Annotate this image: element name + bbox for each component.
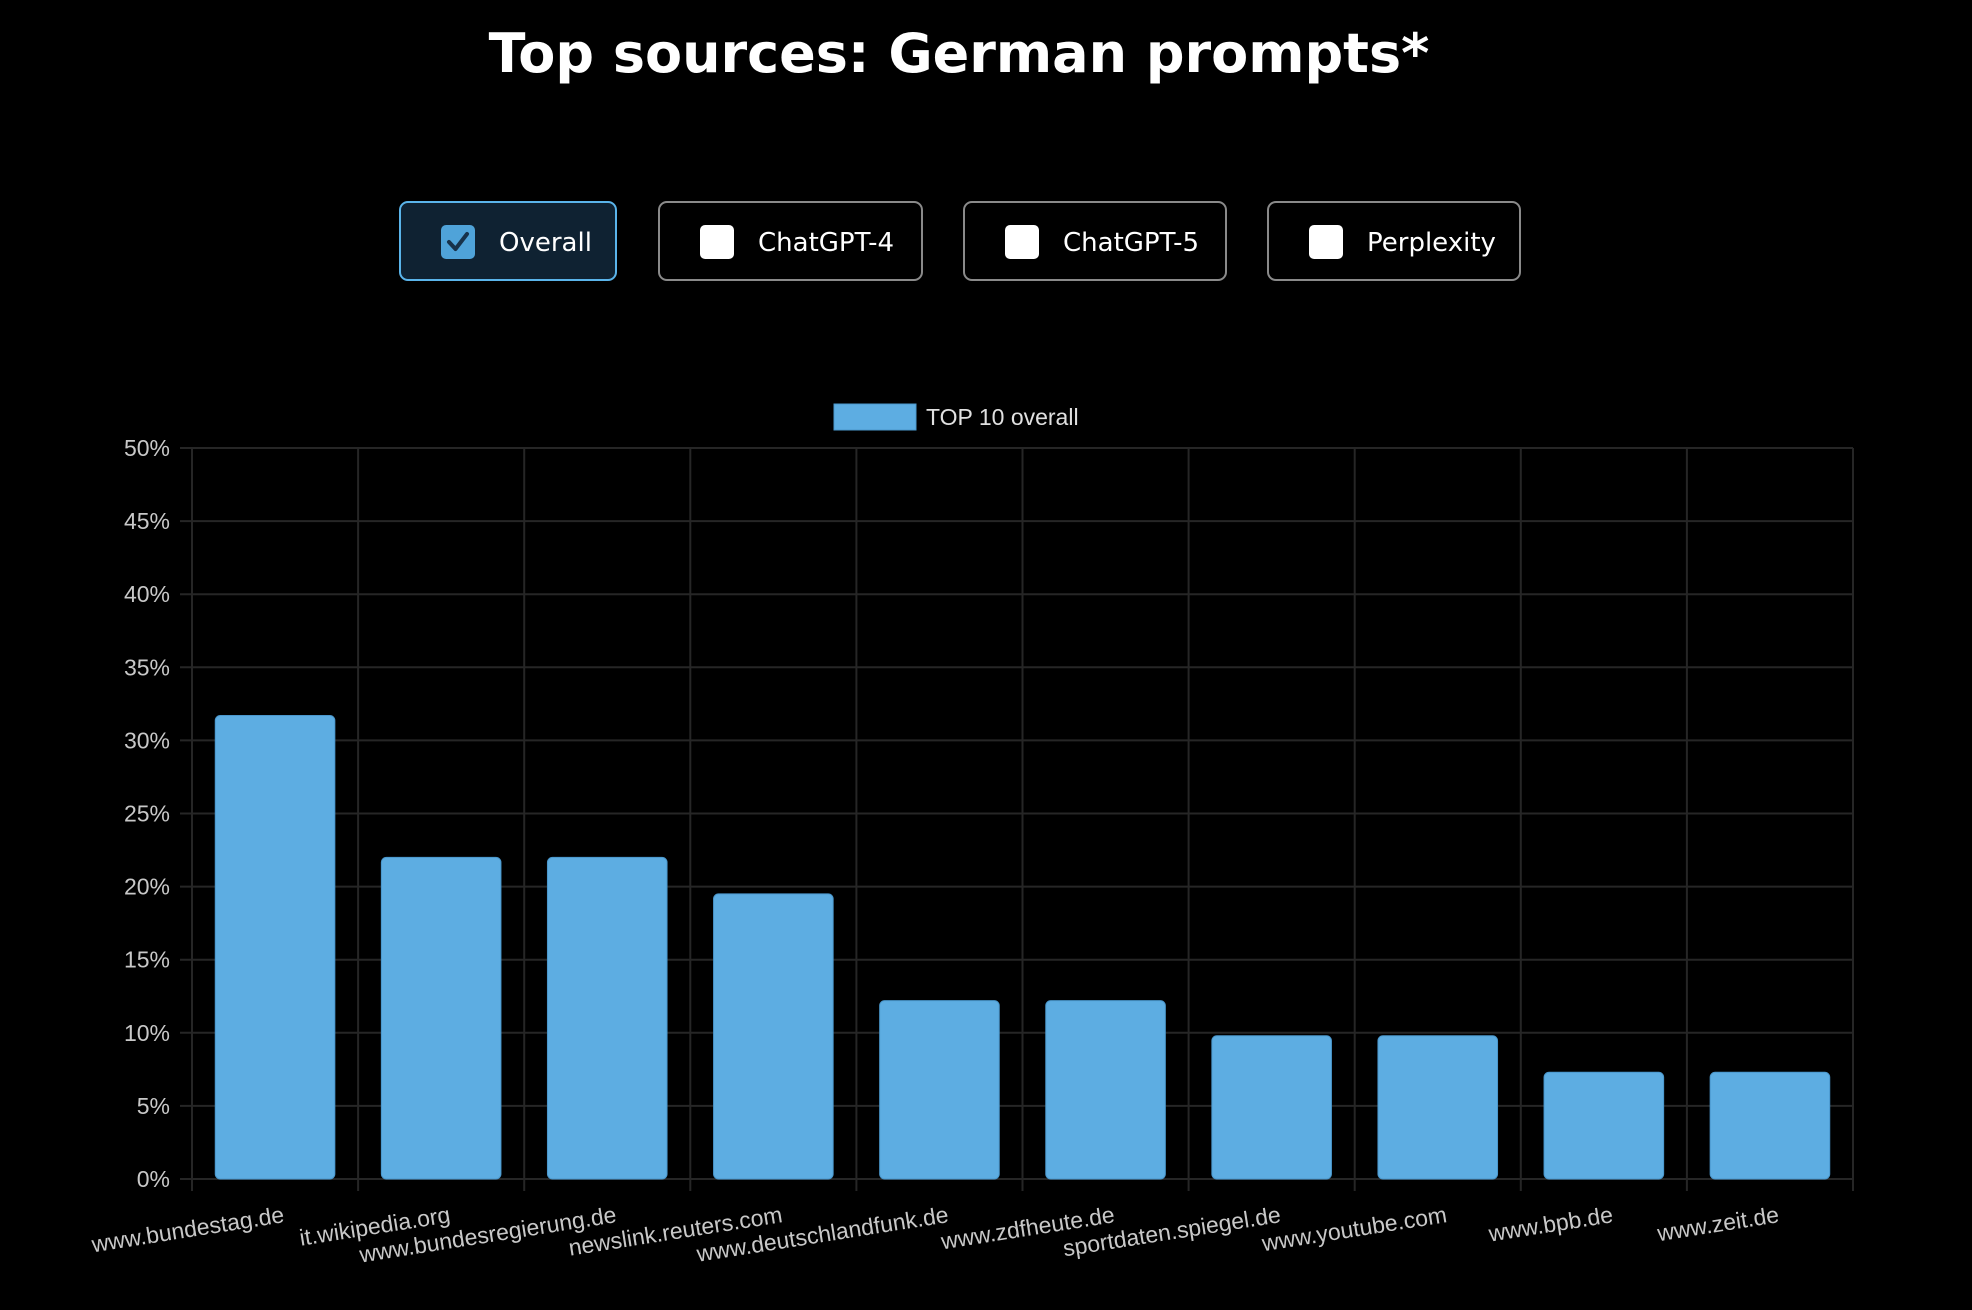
bar <box>1377 1035 1499 1180</box>
checkbox-icon[interactable] <box>1309 225 1343 259</box>
y-tick-label: 30% <box>124 727 170 753</box>
y-tick-label: 35% <box>124 654 170 680</box>
x-tick-label: www.youtube.com <box>1259 1201 1448 1256</box>
bar <box>1045 1000 1166 1180</box>
filter-overall[interactable]: Overall <box>399 201 617 281</box>
y-tick-label: 25% <box>124 801 170 827</box>
x-tick-label: www.bpb.de <box>1486 1201 1615 1246</box>
filter-label: Perplexity <box>1367 228 1496 258</box>
x-tick-label: www.bundestag.de <box>89 1201 286 1257</box>
y-tick-label: 45% <box>124 508 170 534</box>
checkbox-icon[interactable] <box>700 225 734 259</box>
filter-chatgpt-4[interactable]: ChatGPT-4 <box>658 201 923 281</box>
x-tick-label: www.zeit.de <box>1654 1201 1780 1246</box>
filter-perplexity[interactable]: Perplexity <box>1267 201 1521 281</box>
bar <box>879 1000 1000 1180</box>
bar <box>1543 1071 1665 1180</box>
filter-label: Overall <box>499 228 592 258</box>
bar <box>214 715 336 1180</box>
legend-label: TOP 10 overall <box>926 404 1079 430</box>
filter-label: ChatGPT-5 <box>1063 228 1200 258</box>
filter-bar: Overall ChatGPT-4 ChatGPT-5 Perplexity <box>0 201 1972 284</box>
bar <box>380 856 502 1180</box>
filter-label: ChatGPT-4 <box>758 228 895 258</box>
filter-chatgpt-5[interactable]: ChatGPT-5 <box>963 201 1227 281</box>
page-title: Top sources: German prompts* <box>488 22 1430 85</box>
bar <box>713 893 834 1180</box>
bar <box>1211 1035 1332 1180</box>
y-tick-label: 20% <box>124 874 170 900</box>
y-tick-label: 15% <box>124 947 170 973</box>
bar <box>1709 1071 1831 1180</box>
y-tick-label: 0% <box>137 1166 170 1192</box>
y-tick-label: 5% <box>137 1093 170 1119</box>
checkbox-icon[interactable] <box>1005 225 1039 259</box>
y-tick-label: 50% <box>124 435 170 461</box>
y-tick-label: 10% <box>124 1020 170 1046</box>
legend-swatch <box>833 403 917 431</box>
y-tick-label: 40% <box>124 581 170 607</box>
checkbox-checked-icon[interactable] <box>441 225 475 259</box>
bar <box>546 856 668 1180</box>
